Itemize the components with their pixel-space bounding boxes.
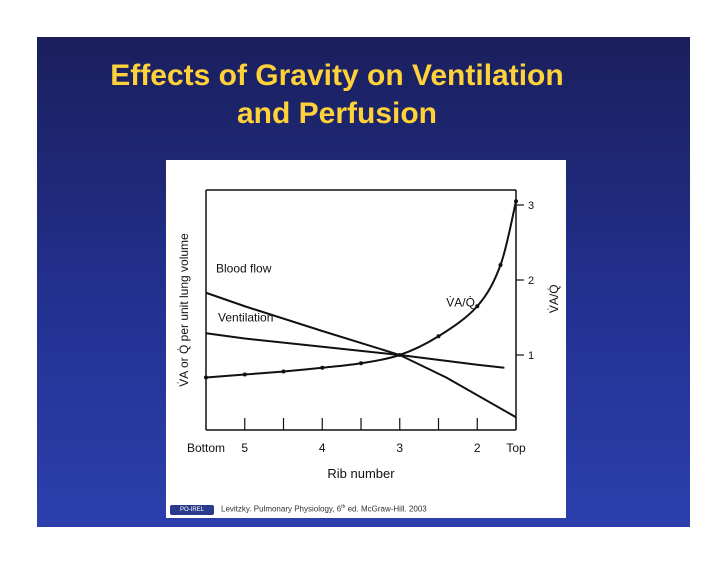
ratio-point bbox=[436, 334, 441, 339]
chart-figure: 1 2 3 Bottom 5 4 3 2 Top Rib number V̇A or Q̇ per … bbox=[166, 160, 566, 502]
ratio-point bbox=[397, 353, 402, 357]
citation-main: Levitzky. Pulmonary Physiology, 6 bbox=[221, 504, 342, 514]
ratio-point bbox=[320, 365, 325, 370]
ratio-point bbox=[281, 369, 286, 374]
publisher-logo: PO-IREL bbox=[170, 505, 214, 515]
y-right-tick-label: 3 bbox=[528, 200, 534, 212]
y-right-tick-label: 2 bbox=[528, 275, 534, 287]
y-right-axis-label: V̇A/Q̇ bbox=[547, 284, 561, 313]
y-left-axis-label: V̇A or Q̇ per unit lung volume bbox=[177, 233, 191, 387]
ratio-point bbox=[242, 372, 247, 377]
ratio-point bbox=[514, 199, 518, 204]
citation-rest: ed. McGraw-Hill. 2003 bbox=[345, 504, 427, 514]
citation-superscript: th bbox=[341, 504, 346, 510]
title-line-2: and Perfusion bbox=[236, 97, 438, 130]
label-ventilation: Ventilation bbox=[218, 310, 273, 324]
ratio-point bbox=[359, 361, 363, 366]
y-right-tick-label: 1 bbox=[528, 350, 534, 362]
slide-title: Effects of Gravity on Ventilation and Pe… bbox=[37, 57, 637, 133]
citation-text: Levitzky. Pulmonary Physiology, 6th ed. … bbox=[221, 504, 427, 514]
ratio-point bbox=[204, 375, 208, 380]
series-line-2 bbox=[205, 332, 505, 369]
x-tick-label: 2 bbox=[474, 441, 481, 455]
ratio-point bbox=[475, 304, 480, 309]
ratio-point bbox=[498, 263, 503, 267]
x-axis-label: Rib number bbox=[327, 466, 395, 481]
x-tick-label: 3 bbox=[396, 441, 403, 455]
label-blood-flow: Blood flow bbox=[216, 262, 272, 276]
title-line-1: Effects of Gravity on Ventilation bbox=[110, 59, 564, 92]
x-tick-label: Bottom bbox=[187, 441, 225, 455]
chart-svg: 1 2 3 Bottom 5 4 3 2 Top Rib number V̇A or Q̇ per … bbox=[177, 189, 561, 481]
series-line-1 bbox=[205, 291, 517, 419]
citation-bar: PO-IREL Levitzky. Pulmonary Physiology, … bbox=[166, 502, 566, 518]
slide-background: Effects of Gravity on Ventilation and Pe… bbox=[37, 37, 690, 527]
x-tick-label: 5 bbox=[241, 441, 248, 455]
x-tick-label: Top bbox=[506, 441, 526, 455]
x-tick-label: 4 bbox=[319, 441, 326, 455]
label-va-q-ratio: V̇A/Q̇ bbox=[446, 295, 475, 309]
series-line-3 bbox=[205, 201, 517, 379]
